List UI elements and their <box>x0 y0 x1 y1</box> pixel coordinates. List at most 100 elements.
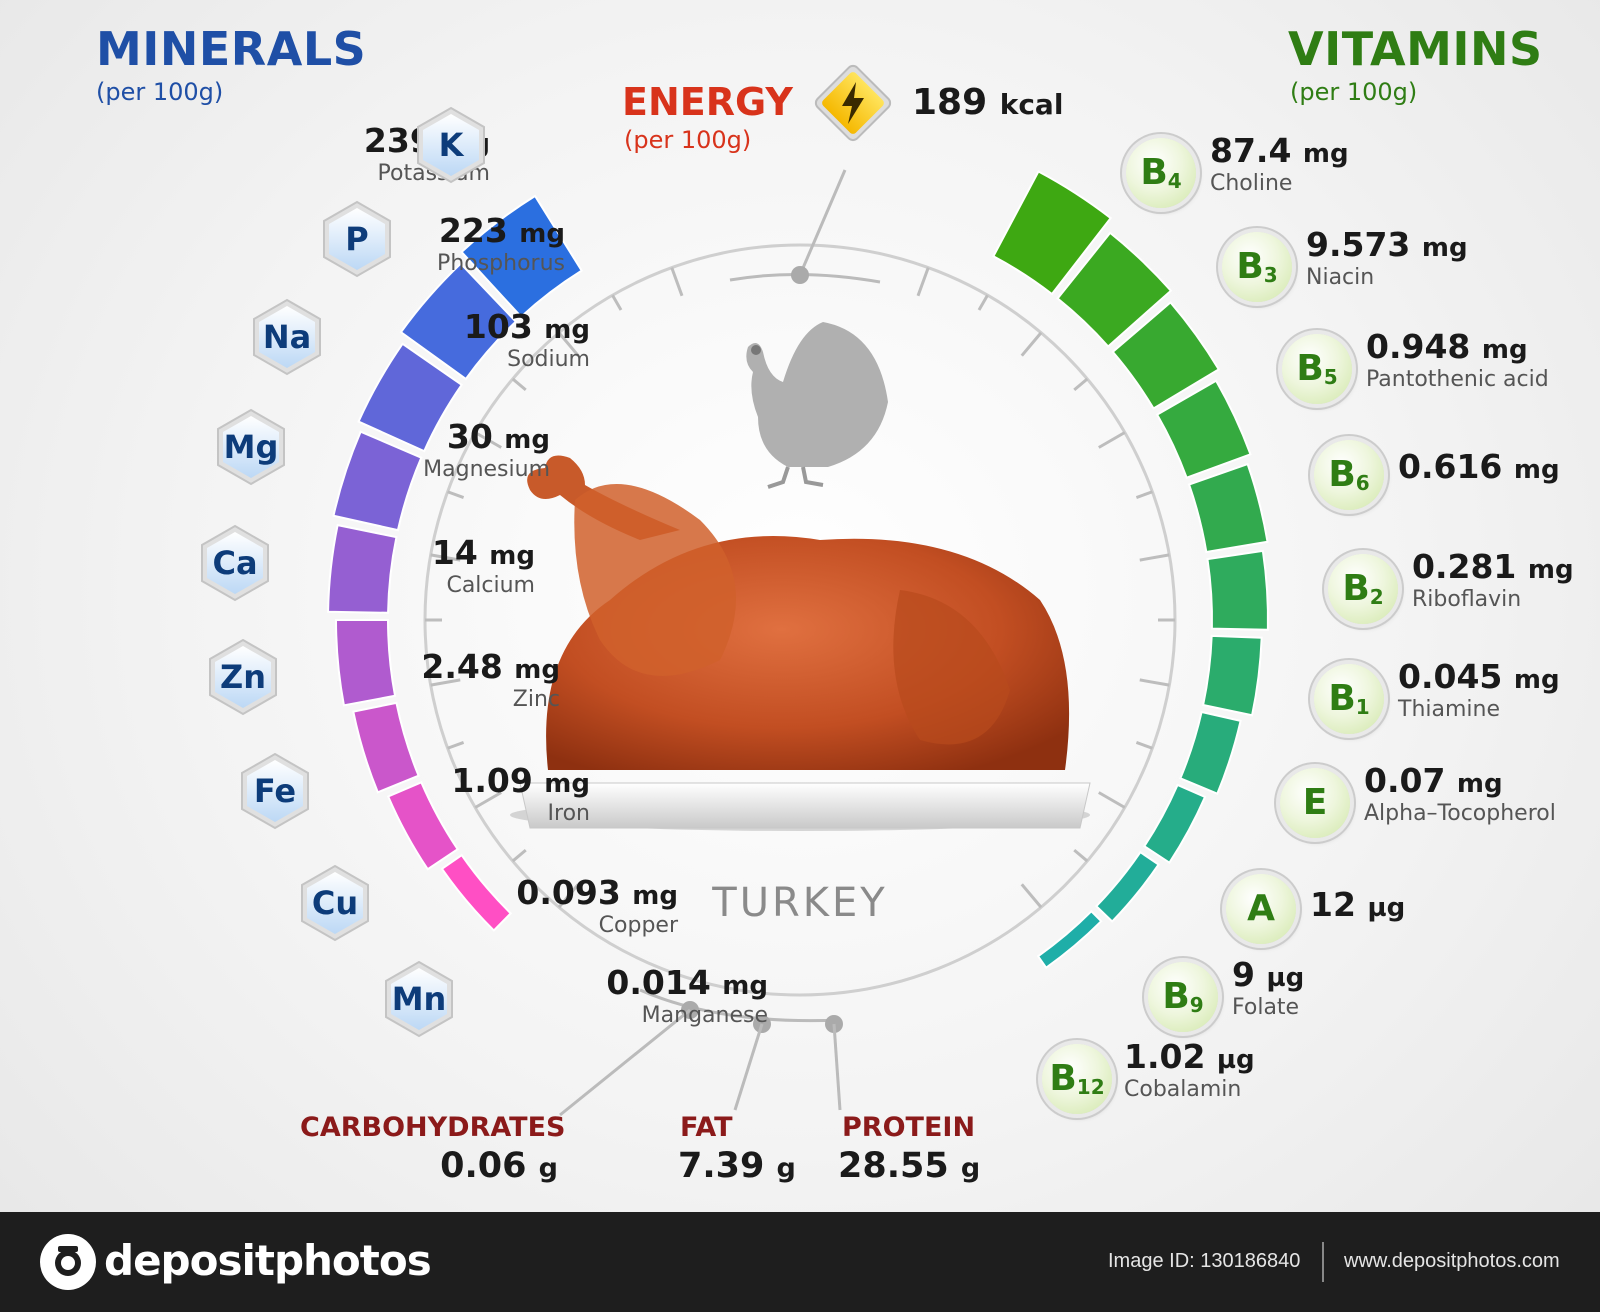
vitamin-unit: mg <box>1513 665 1560 695</box>
turkey-silhouette-icon <box>746 322 888 489</box>
mineral-unit: mg <box>504 425 550 455</box>
vitamin-unit: mg <box>1302 139 1349 169</box>
vitamin-badge: B5 <box>1282 334 1352 404</box>
vitamin-value: 0.281 mg <box>1412 550 1574 587</box>
vitamin-badge: B9 <box>1148 962 1218 1032</box>
mineral-arc-segment <box>327 523 398 614</box>
vitamins-arc <box>992 170 1269 970</box>
footer-image-id: Image ID: 130186840 <box>1108 1250 1301 1272</box>
mineral-arc-segment <box>352 701 420 794</box>
vitamin-index: 6 <box>1355 471 1370 495</box>
macro-number: 7.39 <box>678 1146 765 1186</box>
footer-brand[interactable]: depositphotos <box>104 1236 432 1285</box>
mineral-symbol: Na <box>262 318 312 356</box>
dial-tick <box>430 678 461 687</box>
vitamin-letter: B <box>1140 152 1168 193</box>
mineral-number: 2.48 <box>421 647 503 686</box>
mineral-unit: mg <box>722 971 768 1001</box>
mineral-symbol-hexagon: Cu <box>296 864 374 942</box>
mineral-name: Calcium <box>446 573 535 598</box>
vitamin-number: 87.4 <box>1210 131 1292 170</box>
mineral-unit: mg <box>632 881 678 911</box>
minerals-arc <box>327 194 584 932</box>
mineral-unit: mg <box>519 219 565 249</box>
vitamin-badge: B4 <box>1126 138 1196 208</box>
dial-tick <box>1073 848 1089 863</box>
vitamin-letter: B <box>1049 1058 1077 1099</box>
mineral-unit: mg <box>544 315 590 345</box>
camera-logo-icon[interactable] <box>40 1234 96 1290</box>
mineral-name: Iron <box>547 801 590 826</box>
mineral-number: 30 <box>446 417 493 456</box>
minerals-subtitle: (per 100g) <box>96 78 224 106</box>
dial-tick <box>557 883 580 909</box>
macro-number: 28.55 <box>838 1146 949 1186</box>
dial-tick <box>430 553 461 562</box>
vitamin-value: 87.4 mg <box>1210 134 1349 171</box>
vitamin-value: 0.948 mg <box>1366 330 1528 367</box>
vitamin-name: Folate <box>1232 995 1300 1020</box>
mineral-number: 223 <box>438 211 508 250</box>
vitamin-badge: B6 <box>1314 440 1384 510</box>
mineral-symbol: Zn <box>220 658 266 696</box>
macro-label: FAT <box>680 1112 733 1143</box>
vitamin-name: Niacin <box>1306 265 1375 290</box>
dial-tick <box>611 294 623 311</box>
footer-divider <box>1322 1242 1324 1282</box>
mineral-name: Phosphorus <box>437 251 565 276</box>
mineral-name: Magnesium <box>423 457 550 482</box>
vitamin-arc-segment <box>1094 850 1160 923</box>
vitamin-letter: B <box>1328 454 1356 495</box>
energy-unit: kcal <box>999 88 1064 121</box>
mineral-symbol-hexagon: Na <box>248 298 326 376</box>
vitamin-index: 5 <box>1323 365 1338 389</box>
macro-value: 7.39 g <box>678 1146 796 1186</box>
dial-tick <box>474 791 502 809</box>
footer-website[interactable]: www.depositphotos.com <box>1344 1250 1560 1272</box>
mineral-name: Manganese <box>641 1003 768 1028</box>
vitamin-badge: B3 <box>1222 232 1292 302</box>
vitamin-value: 9 µg <box>1232 958 1304 995</box>
macro-unit: g <box>538 1153 558 1184</box>
dial-tick <box>1073 377 1089 392</box>
mineral-value: 103 mg <box>464 310 590 347</box>
mineral-symbol: P <box>345 220 369 258</box>
vitamin-number: 0.07 <box>1364 761 1446 800</box>
vitamin-name: Riboflavin <box>1412 587 1522 612</box>
vitamin-badge: A <box>1226 874 1296 944</box>
vitamins-subtitle: (per 100g) <box>1290 78 1418 106</box>
macro-number: 0.06 <box>440 1146 527 1186</box>
macro-label: CARBOHYDRATES <box>300 1112 566 1143</box>
vitamin-unit: mg <box>1513 455 1560 485</box>
center-label: TURKEY <box>712 880 888 926</box>
vitamin-letter: E <box>1302 782 1328 823</box>
mineral-arc-segment <box>332 430 423 532</box>
mineral-value: 0.014 mg <box>606 966 768 1003</box>
mineral-symbol: Cu <box>311 884 359 922</box>
mineral-symbol-hexagon: K <box>412 106 490 184</box>
dial-tick <box>916 267 930 297</box>
dial-tick <box>557 331 580 357</box>
dial-tick <box>1135 741 1153 750</box>
mineral-arc-segment <box>460 194 584 319</box>
vitamin-number: 1.02 <box>1124 1037 1206 1076</box>
vitamin-letter: B <box>1236 246 1264 287</box>
mineral-value: 0.093 mg <box>516 876 678 913</box>
mineral-name: Sodium <box>507 347 590 372</box>
mineral-unit: mg <box>544 769 590 799</box>
mineral-number: 103 <box>463 307 533 346</box>
dial-tick <box>1135 490 1153 499</box>
vitamin-number: 0.281 <box>1412 547 1517 586</box>
mineral-unit: mg <box>514 655 560 685</box>
dial-tick <box>1098 791 1126 809</box>
vitamin-unit: µg <box>1266 963 1305 993</box>
energy-subtitle: (per 100g) <box>624 126 752 154</box>
mineral-symbol: Fe <box>253 772 297 810</box>
vitamin-index: 1 <box>1355 695 1370 719</box>
mineral-unit: mg <box>489 541 535 571</box>
mineral-arc-segment <box>357 342 464 453</box>
vitamin-arc-segment <box>1179 710 1242 796</box>
vitamin-letter: B <box>1296 348 1324 389</box>
macro-value: 0.06 g <box>440 1146 558 1186</box>
mineral-arc-segment <box>440 853 513 932</box>
